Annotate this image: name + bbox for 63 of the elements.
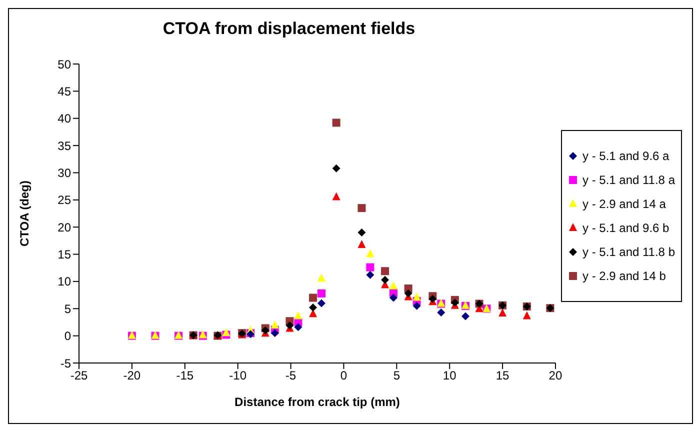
point <box>309 294 318 302</box>
y-tick-label: 30 <box>58 166 72 180</box>
point <box>294 311 302 320</box>
point <box>522 311 531 320</box>
y-tick-label: 35 <box>58 138 72 153</box>
point <box>381 276 390 284</box>
x-tick-label: 0 <box>340 368 348 383</box>
point <box>270 329 279 338</box>
point <box>332 164 340 172</box>
point <box>428 294 437 303</box>
point <box>366 263 374 272</box>
x-tick-label: 10 <box>442 368 457 383</box>
y-tick-label: 0 <box>64 329 72 344</box>
chart-title: CTOA from displacement fields <box>162 19 416 39</box>
y-axis-title: CTOA (deg) <box>17 180 32 246</box>
y-tick-label: 10 <box>58 274 72 289</box>
point <box>317 289 326 298</box>
point <box>317 299 326 308</box>
point <box>498 308 507 317</box>
legend-label: y - 2.9 and 14 a <box>582 197 666 211</box>
point <box>332 192 340 200</box>
x-tick-label: -25 <box>70 368 88 383</box>
y-tick-label: 20 <box>58 220 72 234</box>
point <box>358 228 366 237</box>
point <box>332 118 340 127</box>
point <box>389 294 398 302</box>
point <box>404 289 412 298</box>
y-tick-label: -5 <box>60 356 72 370</box>
y-tick-label: 25 <box>58 193 72 208</box>
x-tick-label: -10 <box>229 368 247 383</box>
y-tick-label: 5 <box>64 302 72 316</box>
point <box>366 249 374 258</box>
point <box>270 320 279 328</box>
legend-label: y - 5.1 and 9.6 b <box>582 221 670 235</box>
legend-label: y - 2.9 and 14 b <box>582 269 666 283</box>
point <box>294 323 302 332</box>
legend-label: y - 5.1 and 11.8 a <box>582 173 675 187</box>
x-tick-label: -5 <box>285 368 296 383</box>
point <box>461 312 470 320</box>
point <box>366 270 374 279</box>
y-tick-label: 45 <box>58 84 72 98</box>
point <box>358 240 366 248</box>
point <box>358 204 366 212</box>
point <box>412 292 421 301</box>
legend-label: y - 5.1 and 9.6 a <box>582 149 670 163</box>
point <box>412 302 421 310</box>
point <box>437 308 446 316</box>
point <box>222 328 230 336</box>
point <box>389 281 398 290</box>
y-tick-label: 40 <box>58 112 72 126</box>
x-tick-label: 5 <box>393 368 400 383</box>
point <box>317 274 326 282</box>
point <box>381 267 390 276</box>
y-tick-label: 15 <box>58 248 72 262</box>
point <box>286 321 294 330</box>
x-axis-title: Distance from crack tip (mm) <box>234 395 400 409</box>
legend-label: y - 5.1 and 11.8 b <box>582 245 675 259</box>
x-tick-label: 20 <box>548 368 562 383</box>
x-tick-label: -15 <box>176 368 194 383</box>
y-tick-label: 50 <box>58 57 72 72</box>
point <box>309 304 318 312</box>
x-tick-label: -20 <box>123 368 141 383</box>
x-tick-label: 15 <box>496 368 510 383</box>
